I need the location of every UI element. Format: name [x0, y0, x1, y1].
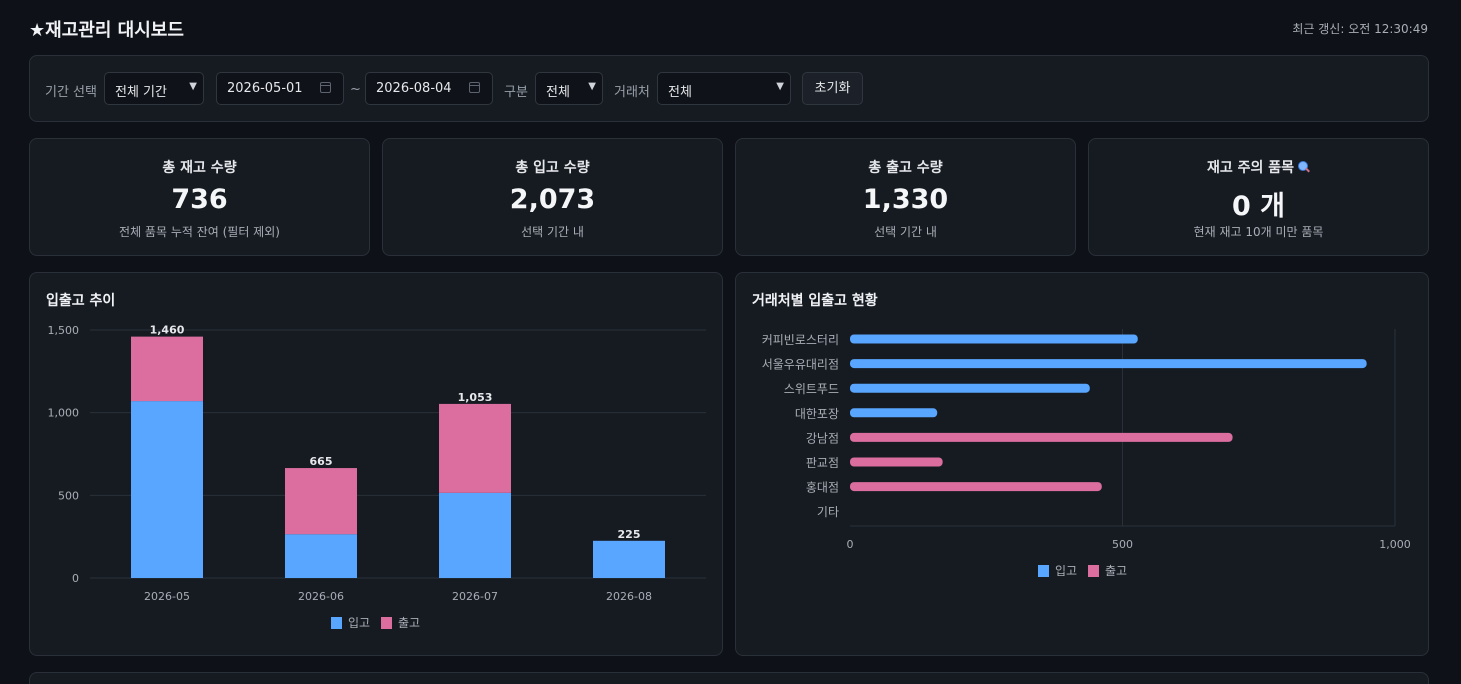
calendar-icon[interactable] [320, 82, 331, 93]
y-category-label: 홍대점 [806, 481, 839, 495]
x-tick-label: 2026-05 [144, 590, 190, 603]
bar [850, 482, 1102, 492]
card-value: 2,073 [509, 184, 596, 215]
period-select-value: 전체 기간 [115, 85, 167, 100]
trend-chart-panel: 입출고 추이 0 500 1,000 1,500 1,460 2026-05 665 2026… [29, 272, 723, 656]
start-date-input[interactable]: 2026-05-01 [216, 72, 344, 105]
y-category-label: 기타 [817, 505, 839, 519]
x-tick-label: 2026-06 [298, 590, 344, 603]
y-tick-label: 1,500 [48, 324, 80, 337]
legend-swatch [1038, 565, 1049, 577]
bar-segment [439, 403, 511, 493]
x-tick-label: 500 [1112, 538, 1133, 551]
data-label: 1,053 [458, 391, 493, 404]
card-title: 재고 주의 품목 [1089, 157, 1428, 177]
calendar-icon[interactable] [469, 82, 480, 93]
legend-label: 출고 [1105, 564, 1127, 578]
x-tick-label: 2026-08 [606, 590, 652, 603]
bar [850, 432, 1233, 442]
end-date-input[interactable]: 2026-08-04 [365, 72, 493, 105]
bar-segment [285, 534, 357, 578]
start-date-value: 2026-05-01 [227, 81, 303, 96]
period-label: 기간 선택 [45, 85, 97, 100]
chart-title: 거래처별 입출고 현황 [752, 293, 878, 309]
data-label: 225 [618, 528, 641, 541]
bar-segment [593, 540, 665, 578]
card-subtitle: 현재 재고 10개 미만 품목 [1193, 225, 1324, 239]
legend-swatch [1088, 565, 1099, 577]
type-select[interactable]: 전체 ▼ [535, 72, 603, 105]
partner-chart: 0 500 1,000 커피빈로스터리서울우유대리점스위트푸드대한포장강남점판교점홍대… [762, 329, 1411, 578]
card-value: 736 [171, 184, 228, 215]
chevron-down-icon: ▼ [588, 81, 596, 92]
data-label: 1,460 [150, 324, 185, 337]
card-title-text: 재고 주의 품목 [1206, 160, 1295, 176]
card-title: 총 출고 수량 [868, 160, 943, 176]
y-category-label: 서울우유대리점 [762, 358, 839, 372]
legend-swatch [331, 617, 342, 629]
chart-title: 입출고 추이 [46, 293, 116, 309]
chevron-down-icon: ▼ [776, 81, 784, 92]
bar-segment [285, 468, 357, 535]
y-category-label: 판교점 [806, 456, 839, 470]
type-select-value: 전체 [546, 85, 570, 100]
last-updated-text: 최근 갱신: 오전 12:30:49 [1292, 22, 1428, 36]
y-tick-label: 1,000 [48, 407, 80, 420]
total-outbound-card: 총 출고 수량 1,330 선택 기간 내 [735, 138, 1076, 256]
filter-bar: 기간 선택 전체 기간 ▼ 2026-05-01 ~ 2026-08-04 구분… [29, 55, 1429, 122]
x-tick-label: 1,000 [1379, 538, 1411, 551]
card-subtitle: 전체 품목 누적 잔여 (필터 제외) [119, 225, 280, 239]
bar [850, 457, 943, 467]
bar [850, 334, 1138, 344]
card-title: 총 입고 수량 [515, 160, 590, 176]
bottom-panel [29, 672, 1429, 684]
y-category-label: 대한포장 [795, 407, 839, 421]
total-stock-card: 총 재고 수량 736 전체 품목 누적 잔여 (필터 제외) [29, 138, 370, 256]
trend-chart: 0 500 1,000 1,500 1,460 2026-05 665 2026-06 1,05… [48, 324, 706, 630]
bar-segment [439, 492, 511, 578]
date-range-separator: ~ [350, 82, 361, 97]
partner-select-value: 전체 [668, 85, 692, 100]
y-category-label: 강남점 [806, 431, 839, 445]
legend-swatch [381, 617, 392, 629]
card-value: 1,330 [862, 184, 949, 215]
y-category-label: 스위트푸드 [784, 382, 839, 396]
data-label: 665 [310, 455, 333, 468]
legend-label: 입고 [348, 616, 370, 630]
card-subtitle: 선택 기간 내 [874, 225, 937, 239]
reset-button[interactable]: 초기화 [802, 72, 863, 105]
page-title: ★재고관리 대시보드 [29, 20, 184, 41]
y-category-label: 커피빈로스터리 [762, 333, 839, 347]
card-title: 총 재고 수량 [162, 160, 237, 176]
y-tick-label: 500 [58, 489, 79, 502]
partner-select[interactable]: 전체 ▼ [657, 72, 791, 105]
bar [850, 383, 1090, 393]
magnifier-icon [1298, 161, 1310, 173]
bar [850, 408, 938, 418]
chevron-down-icon: ▼ [189, 81, 197, 92]
total-inbound-card: 총 입고 수량 2,073 선택 기간 내 [382, 138, 723, 256]
header: ★재고관리 대시보드 최근 갱신: 오전 12:30:49 [29, 14, 1428, 42]
period-select[interactable]: 전체 기간 ▼ [104, 72, 204, 105]
bar-segment [131, 336, 203, 402]
legend-label: 출고 [398, 616, 420, 630]
x-tick-label: 0 [847, 538, 854, 551]
card-value: 0 개 [1231, 191, 1286, 222]
low-stock-card[interactable]: 재고 주의 품목 0 개 현재 재고 10개 미만 품목 [1088, 138, 1429, 256]
end-date-value: 2026-08-04 [376, 81, 452, 96]
type-label: 구분 [504, 85, 528, 100]
card-subtitle: 선택 기간 내 [521, 225, 584, 239]
bar [850, 359, 1367, 369]
y-tick-label: 0 [72, 572, 79, 585]
legend-label: 입고 [1055, 564, 1077, 578]
x-tick-label: 2026-07 [452, 590, 498, 603]
bar-segment [131, 401, 203, 578]
partner-label: 거래처 [614, 85, 650, 100]
